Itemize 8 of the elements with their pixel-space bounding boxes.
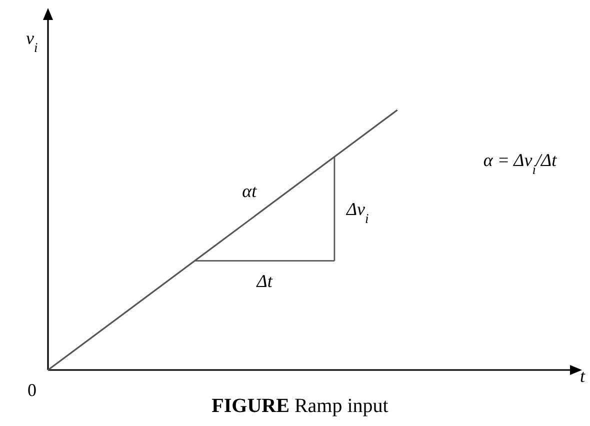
annotation: Δv$_{i}$ — [345, 198, 370, 226]
x-axis-title: t — [580, 366, 586, 386]
y-axis-title: v$_{i}$ — [26, 28, 38, 54]
annotation: αt — [242, 180, 258, 201]
annotation: α = Δv$_{i}$/Δt — [483, 150, 558, 176]
text: FIGURE Ramp input — [212, 395, 389, 417]
text: 0 — [28, 380, 36, 400]
annotation: Δt — [256, 270, 274, 291]
